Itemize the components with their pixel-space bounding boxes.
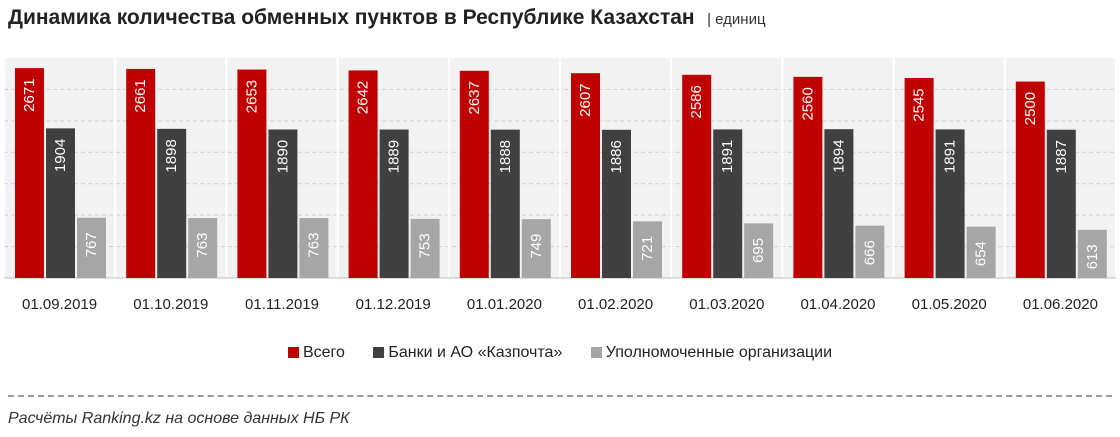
bar-total <box>1015 81 1045 278</box>
data-label-authorized: 695 <box>750 238 767 263</box>
bar-authorized <box>188 218 218 278</box>
data-label-total: 2586 <box>688 85 705 118</box>
data-label-authorized: 763 <box>194 233 211 258</box>
bar-authorized <box>410 218 440 278</box>
x-tick-label: 01.10.2019 <box>133 296 208 313</box>
bar-authorized <box>1077 229 1107 278</box>
legend-label-banks: Банки и АО «Казпочта» <box>388 344 563 361</box>
bar-total <box>793 76 823 278</box>
data-label-banks: 1891 <box>942 140 959 173</box>
bar-banks <box>602 129 631 278</box>
legend-swatch-banks <box>373 347 385 358</box>
data-label-banks: 1888 <box>497 140 514 173</box>
data-label-authorized: 749 <box>528 234 545 259</box>
data-label-authorized: 753 <box>417 233 434 258</box>
bar-authorized <box>299 218 329 278</box>
data-label-total: 2653 <box>243 80 260 113</box>
data-label-banks: 1890 <box>274 140 291 173</box>
chart-header: Динамика количества обменных пунктов в Р… <box>8 6 766 30</box>
data-label-total: 2642 <box>355 81 372 114</box>
x-tick-label: 01.03.2020 <box>689 296 764 313</box>
data-label-banks: 1898 <box>163 139 180 172</box>
data-label-authorized: 666 <box>861 240 878 265</box>
x-tick-label: 01.09.2019 <box>22 296 97 313</box>
legend-item-banks: Банки и АО «Казпочта» <box>373 344 562 362</box>
legend-swatch-authorized <box>590 347 602 358</box>
legend-swatch-total <box>287 347 299 358</box>
bar-total <box>459 70 489 278</box>
bar-banks <box>46 128 75 278</box>
data-label-total: 2671 <box>21 78 38 111</box>
unit-label: | единиц <box>707 11 766 28</box>
bar-authorized <box>77 217 106 278</box>
legend-item-authorized: Уполномоченные организации <box>590 344 833 362</box>
bar-authorized <box>966 226 996 278</box>
bar-banks <box>713 129 743 278</box>
bar-banks <box>268 129 298 278</box>
data-label-banks: 1894 <box>830 139 847 172</box>
x-tick-label: 01.06.2020 <box>1023 296 1098 313</box>
data-label-banks: 1889 <box>386 140 403 173</box>
data-label-banks: 1886 <box>608 140 625 173</box>
data-label-banks: 1887 <box>1053 140 1070 173</box>
legend: Всего Банки и АО «Казпочта» Уполномоченн… <box>0 344 1120 362</box>
bar-total <box>237 69 267 278</box>
data-label-authorized: 763 <box>305 233 322 258</box>
bar-banks <box>935 129 965 278</box>
data-label-total: 2500 <box>1022 92 1039 125</box>
data-label-total: 2637 <box>466 81 483 114</box>
chart-title: Динамика количества обменных пунктов в Р… <box>8 6 695 29</box>
x-tick-label: 01.01.2020 <box>467 296 542 313</box>
x-tick-label: 01.11.2019 <box>245 296 319 313</box>
bar-banks <box>490 129 520 278</box>
data-label-total: 2607 <box>577 83 594 116</box>
bar-authorized <box>744 223 774 278</box>
x-tick-label: 01.05.2020 <box>912 296 987 313</box>
bar-authorized <box>633 221 662 278</box>
source-note: Расчёты Ranking.kz на основе данных НБ Р… <box>8 410 350 427</box>
bar-total <box>126 68 156 279</box>
data-label-authorized: 613 <box>1084 244 1101 269</box>
bar-chart: 2671 1904 767 01.09.2019 2661 1898 763 01.10.20… <box>3 58 1117 313</box>
x-tick-label: 01.02.2020 <box>578 296 653 313</box>
legend-item-total: Всего <box>287 344 345 362</box>
bar-total <box>571 73 600 279</box>
x-tick-label: 01.04.2020 <box>800 296 875 313</box>
data-label-total: 2560 <box>799 87 816 120</box>
legend-label-total: Всего <box>302 344 345 361</box>
data-label-total: 2545 <box>911 88 928 121</box>
bar-authorized <box>521 219 551 278</box>
bar-banks <box>824 129 854 278</box>
data-label-authorized: 654 <box>973 241 990 266</box>
data-label-banks: 1904 <box>52 139 69 172</box>
bar-total <box>15 68 44 278</box>
divider <box>8 395 1112 397</box>
bar-banks <box>1046 129 1076 278</box>
data-label-total: 2661 <box>132 79 149 112</box>
legend-label-authorized: Уполномоченные организации <box>605 344 833 361</box>
bar-total <box>348 70 378 279</box>
bar-authorized <box>855 225 885 278</box>
x-tick-label: 01.12.2019 <box>356 296 431 313</box>
bar-total <box>904 78 934 279</box>
data-label-authorized: 767 <box>83 232 100 257</box>
data-label-banks: 1891 <box>719 140 736 173</box>
bar-total <box>682 74 712 278</box>
bar-banks <box>157 128 187 278</box>
bar-banks <box>379 129 409 278</box>
data-label-authorized: 721 <box>639 236 656 261</box>
